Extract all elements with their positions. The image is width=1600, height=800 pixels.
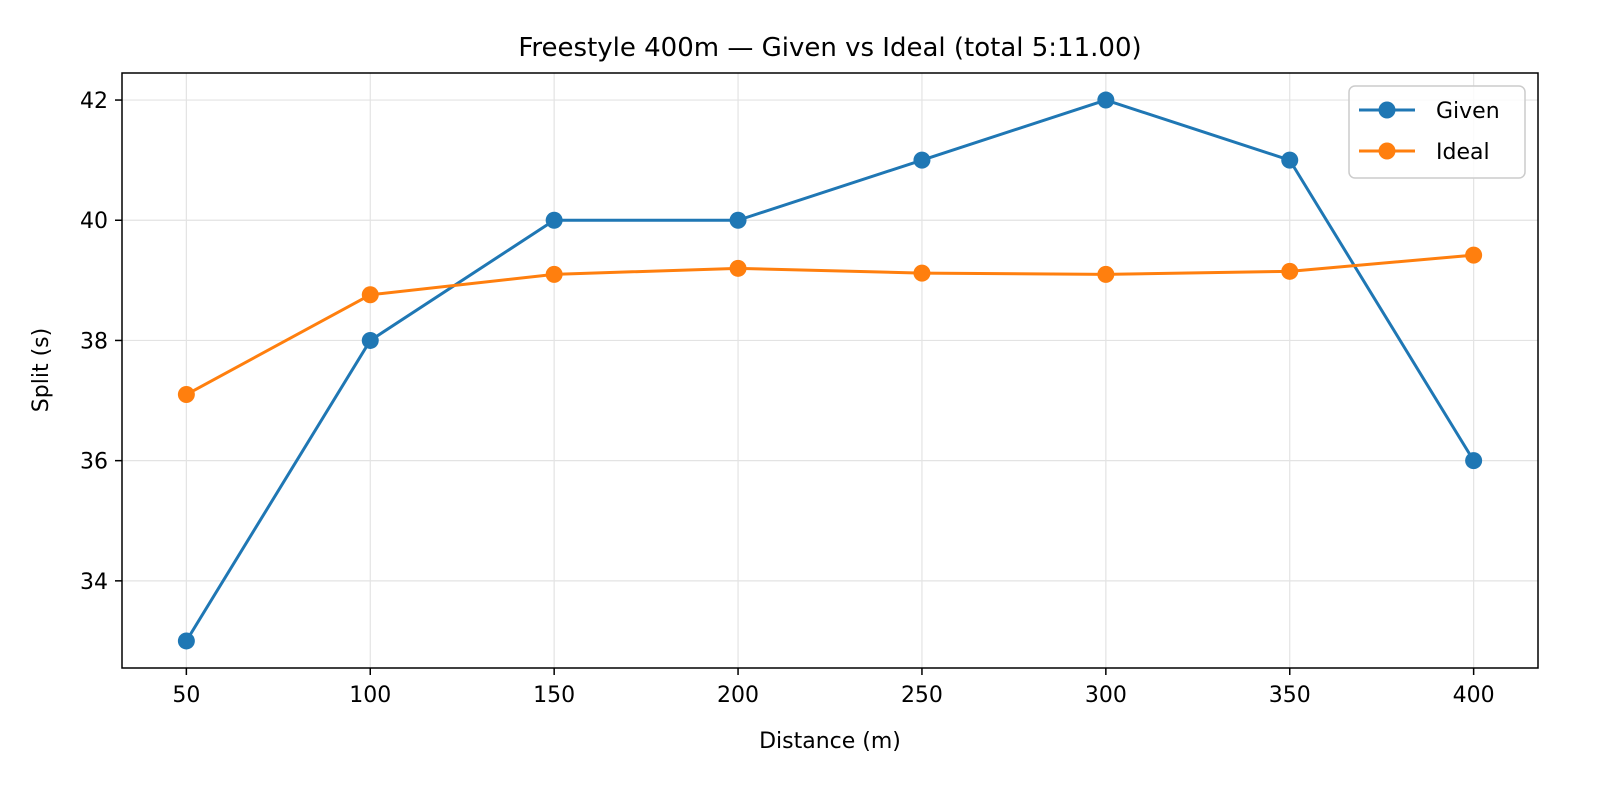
x-axis-ticks: 50 100 150 200 250 300 350 400 [172, 668, 1495, 708]
y-axis-ticks: 34 36 38 40 42 [80, 89, 122, 595]
y-tick-label: 34 [80, 570, 108, 595]
y-tick-label: 42 [80, 89, 108, 114]
y-tick-label: 38 [80, 329, 108, 354]
y-tick-label: 36 [80, 450, 108, 475]
x-tick-label: 150 [533, 683, 575, 708]
x-tick-label: 250 [901, 683, 943, 708]
series-line-given [185, 98, 1475, 642]
legend-given-marker [1378, 101, 1396, 119]
data-point-given [545, 211, 563, 229]
y-axis-label: Split (s) [29, 328, 54, 412]
data-point-ideal [1097, 265, 1115, 283]
x-axis-label: Distance (m) [759, 729, 901, 754]
legend: Given Ideal [1348, 85, 1526, 179]
series-layer [177, 91, 1483, 650]
chart-title: Freestyle 400m — Given vs Ideal (total 5… [518, 33, 1141, 63]
x-tick-label: 50 [172, 683, 200, 708]
x-tick-label: 200 [717, 683, 759, 708]
data-point-given [1281, 151, 1299, 169]
data-point-given [361, 331, 379, 349]
data-point-given [1097, 91, 1115, 109]
data-point-given [729, 211, 747, 229]
data-point-ideal [1465, 246, 1483, 264]
x-tick-label: 400 [1453, 683, 1495, 708]
y-tick-label: 40 [80, 209, 108, 234]
data-point-given [177, 632, 195, 650]
x-tick-label: 300 [1085, 683, 1127, 708]
data-point-ideal [1281, 262, 1299, 280]
legend-ideal-marker [1378, 142, 1396, 160]
data-point-ideal [177, 386, 195, 404]
plot-frame [121, 72, 1539, 669]
x-tick-label: 100 [349, 683, 391, 708]
legend-given-label: Given [1436, 99, 1500, 124]
data-point-ideal [729, 259, 747, 277]
data-point-ideal [913, 264, 931, 282]
x-tick-label: 350 [1269, 683, 1311, 708]
series-line-ideal [185, 253, 1474, 396]
data-point-given [1465, 452, 1483, 470]
data-point-ideal [361, 286, 379, 304]
legend-ideal-label: Ideal [1436, 140, 1490, 165]
data-point-given [913, 151, 931, 169]
data-point-ideal [545, 265, 563, 283]
